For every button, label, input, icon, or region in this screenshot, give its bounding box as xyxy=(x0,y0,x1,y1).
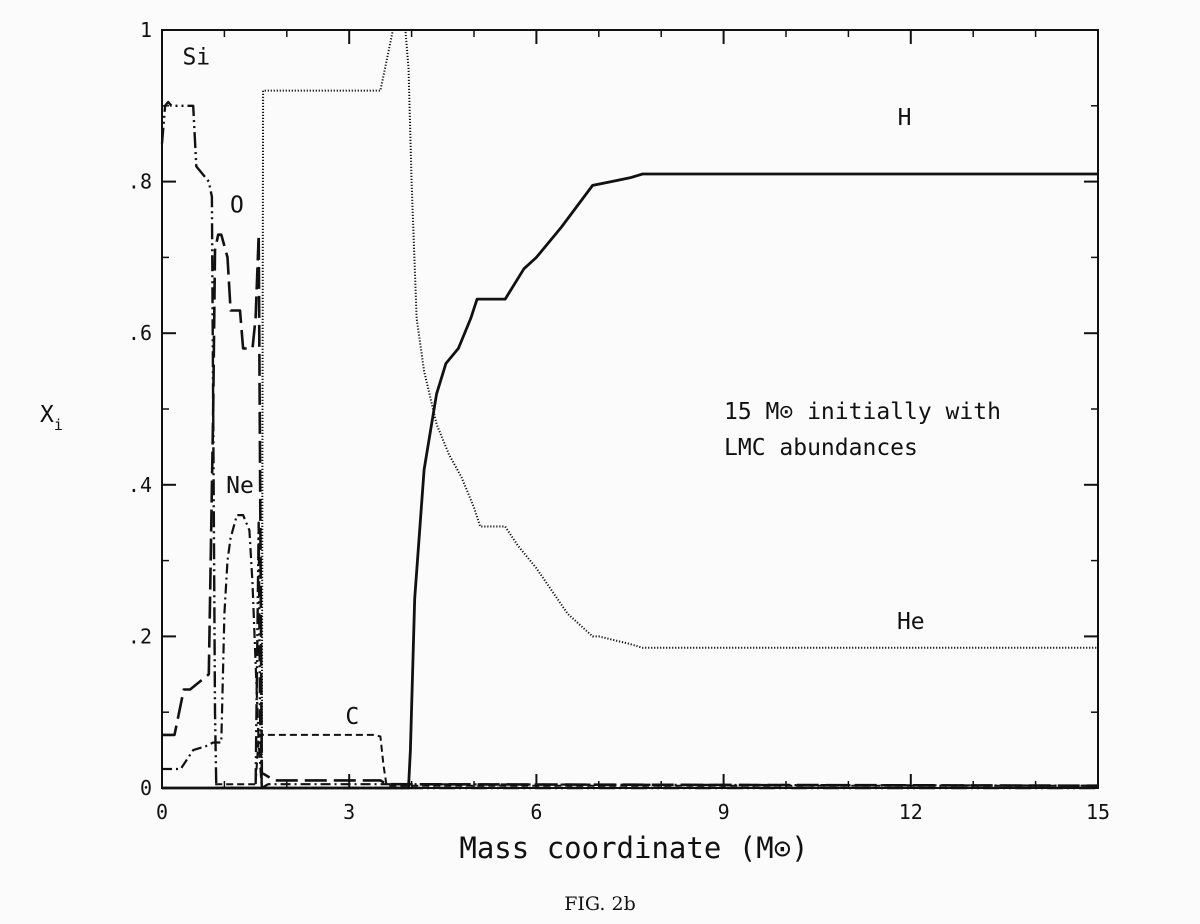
x-tick-label: 12 xyxy=(899,800,923,824)
x-axis-label: Mass coordinate (M⊙) xyxy=(459,831,808,865)
series-line-o xyxy=(162,233,1099,788)
y-axis-label-main: X xyxy=(40,402,54,428)
y-tick-label: 0 xyxy=(140,776,152,800)
annotation-line-2: LMC abundances xyxy=(724,435,918,461)
y-tick-label: .8 xyxy=(128,170,152,194)
y-tick-label: .2 xyxy=(128,624,152,648)
x-tick-label: 9 xyxy=(718,800,730,824)
axis-ticks: 0 3 6 9 12 15 0 .2 .4 .6 .8 1 xyxy=(128,18,1110,824)
series-line-si xyxy=(160,100,1098,790)
chart-marks: H He C O Ne Si xyxy=(160,29,1099,790)
x-tick-label: 6 xyxy=(530,800,542,824)
series-label-h: H xyxy=(898,105,912,131)
y-tick-label: .6 xyxy=(128,321,152,345)
series-line-ne xyxy=(162,513,1099,790)
series-label-si: Si xyxy=(182,45,210,71)
x-tick-label: 15 xyxy=(1086,800,1110,824)
annotation-line-1: 15 M⊙ initially with xyxy=(724,399,1001,425)
series-label-c: C xyxy=(345,704,359,730)
series-label-he: He xyxy=(897,609,925,635)
series-line-h xyxy=(162,172,1098,790)
series-line-c xyxy=(162,733,1098,789)
figure-caption: FIG. 2b xyxy=(564,893,636,915)
x-tick-label: 0 xyxy=(156,800,168,824)
x-tick-label: 3 xyxy=(343,800,355,824)
y-axis-label: Xi xyxy=(40,402,63,434)
y-axis-label-subscript: i xyxy=(54,416,63,434)
series-label-ne: Ne xyxy=(226,473,254,499)
y-tick-label: 1 xyxy=(140,18,152,42)
y-tick-label: .4 xyxy=(128,473,152,497)
series-label-o: O xyxy=(230,192,244,218)
